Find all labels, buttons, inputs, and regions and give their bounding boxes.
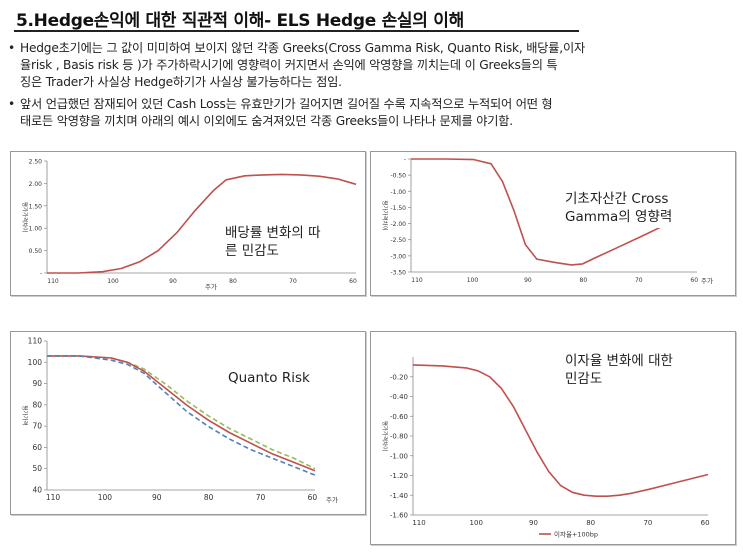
slide-title: 5.Hedge손익에 대한 직관적 이해- ELS Hedge 손실의 이해	[16, 11, 464, 31]
chart-panel-interest: -0.20 -0.40 -0.60 -0.80 -1.00 -1.20 -1.40 -1.60…	[370, 331, 736, 545]
x-tick-label: 100	[470, 519, 483, 527]
x-tick-label: 100	[98, 493, 113, 502]
bullet-line: Hedge초기에는 그 값이 미미하여 보이지 않던 각종 Greeks(Cro…	[20, 41, 585, 55]
y-axis-label: 평가가격차이	[381, 421, 389, 451]
x-tick-label: 80	[204, 493, 214, 502]
x-tick-label: 80	[586, 519, 595, 527]
y-tick-label: 80	[32, 400, 42, 409]
y-tick-label: -1.60	[390, 512, 408, 520]
x-tick-label: 110	[412, 519, 425, 527]
x-tick-label: 60	[308, 493, 318, 502]
chart-callout: Quanto Risk	[224, 367, 314, 389]
x-tick-label: 110	[411, 277, 423, 284]
y-tick-label: 90	[32, 379, 42, 388]
x-tick-label: 90	[529, 519, 538, 527]
x-tick-label: 80	[229, 278, 237, 285]
cross-gamma-chart: - -0.50 -1.00 -1.50 -2.00 -2.50 -3.00 -3.50 110 1…	[381, 157, 713, 286]
quanto-risk-chart: 110 100 90 80 70 60 50 40 110 100 90 80 70 60 주가 평가가격	[21, 337, 338, 505]
y-tick-label: 2.50	[29, 159, 43, 166]
callout-line: 이자율 변화에 대한	[565, 353, 673, 369]
y-tick-label: -	[40, 271, 42, 278]
x-tick-label: 70	[643, 519, 652, 527]
bullet-marker: •	[8, 41, 15, 55]
title-underline	[14, 30, 579, 32]
series-line	[47, 173, 357, 274]
bullet-cash-loss: • 앞서 언급했던 잠재되어 있던 Cash Loss는 유효만기가 길어지면 …	[8, 96, 736, 130]
y-tick-label: -1.00	[390, 452, 408, 460]
chart-callout: 배당률 변화의 따 른 민감도	[221, 222, 325, 262]
x-tick-label: 110	[46, 493, 61, 502]
legend-label: 이자율+100bp	[554, 530, 598, 539]
y-tick-label: -2.00	[390, 221, 406, 228]
y-tick-label: -3.50	[390, 270, 406, 277]
callout-line: Gamma의 영향력	[565, 209, 673, 225]
dividend-sensitivity-chart: 2.50 2.00 1.50 1.00 0.50 -110 100 90 80 70 60 주가 평가가…	[21, 159, 357, 292]
y-tick-label: 50	[32, 464, 42, 473]
x-tick-label: 70	[289, 278, 297, 285]
bullet-line: 징은 Trader가 사실상 Hedge하기가 사실상 불가능하다는 점임.	[20, 75, 342, 89]
y-tick-label: -1.20	[390, 472, 408, 480]
x-tick-label: 110	[47, 278, 59, 285]
chart-panel-quanto: 110 100 90 80 70 60 50 40 110 100 90 80 70 60 주가 평가가격 Q…	[10, 331, 366, 515]
bullet-line: 앞서 언급했던 잠재되어 있던 Cash Loss는 유효만기가 길어지면 길어…	[20, 97, 553, 111]
x-tick-label: 70	[256, 493, 266, 502]
y-tick-label: 110	[28, 337, 43, 346]
bullet-greeks: • Hedge초기에는 그 값이 미미하여 보이지 않던 각종 Greeks(C…	[8, 40, 736, 91]
x-tick-label: 90	[169, 278, 177, 285]
x-axis-label: 주가	[701, 276, 713, 285]
y-tick-label: -0.80	[390, 433, 408, 441]
y-axis-label: 평가가격	[21, 405, 29, 425]
y-tick-label: -	[404, 157, 406, 164]
callout-line: 른 민감도	[225, 243, 279, 259]
x-tick-label: 90	[152, 493, 162, 502]
x-tick-label: 60	[701, 519, 710, 527]
y-tick-label: 70	[32, 422, 42, 431]
series-line	[412, 364, 709, 497]
y-axis-label: 평가가격차이	[381, 200, 389, 230]
y-tick-label: 2.00	[29, 181, 43, 188]
y-tick-label: 1.50	[29, 203, 43, 210]
x-tick-label: 60	[349, 278, 357, 285]
y-tick-label: -0.20	[390, 373, 408, 381]
x-axis-label: 주가	[205, 282, 217, 291]
chart-callout: 이자율 변화에 대한 민감도	[561, 350, 677, 390]
x-tick-label: 60	[690, 277, 698, 284]
series-line	[411, 158, 664, 266]
callout-line: 기초자산간 Cross	[565, 191, 669, 207]
y-tick-label: 40	[32, 486, 42, 495]
y-tick-label: -0.60	[390, 413, 408, 421]
y-tick-label: 0.50	[29, 248, 43, 255]
x-tick-label: 100	[467, 277, 479, 284]
series-line	[47, 355, 316, 476]
y-tick-label: -0.50	[390, 173, 406, 180]
bullet-line: 태로든 악영향을 끼치며 아래의 예시 이외에도 숨겨져있던 각종 Greeks…	[20, 114, 513, 128]
y-tick-label: 60	[32, 443, 42, 452]
x-tick-label: 80	[580, 277, 588, 284]
y-tick-label: -1.40	[390, 492, 408, 500]
callout-line: Quanto Risk	[228, 370, 310, 386]
x-tick-label: 90	[524, 277, 532, 284]
y-tick-label: 1.00	[29, 226, 43, 233]
y-tick-label: -3.00	[390, 253, 406, 260]
callout-line: 민감도	[565, 371, 603, 387]
y-tick-label: -2.50	[390, 237, 406, 244]
chart-panel-cross-gamma: - -0.50 -1.00 -1.50 -2.00 -2.50 -3.00 -3.50 110 1…	[370, 151, 736, 296]
x-tick-label: 100	[107, 278, 119, 285]
chart-callout: 기초자산간 Cross Gamma의 영향력	[561, 188, 677, 228]
interest-sensitivity-chart: -0.20 -0.40 -0.60 -0.80 -1.00 -1.20 -1.40 -1.60…	[381, 357, 710, 539]
x-tick-label: 70	[635, 277, 643, 284]
y-tick-label: -0.40	[390, 393, 408, 401]
series-line	[47, 355, 316, 472]
y-tick-label: -1.50	[390, 205, 406, 212]
chart-panel-dividend: 2.50 2.00 1.50 1.00 0.50 -110 100 90 80 70 60 주가 평가가…	[10, 151, 366, 296]
y-tick-label: 100	[28, 358, 43, 367]
x-axis-label: 주가	[326, 495, 338, 504]
y-axis-label: 평가가격차이	[21, 202, 29, 232]
bullet-line: 율risk , Basis risk 등 )가 주가하락시기에 영향력이 커지면…	[20, 58, 558, 72]
bullet-marker: •	[8, 97, 15, 111]
y-tick-label: -1.00	[390, 189, 406, 196]
callout-line: 배당률 변화의 따	[225, 225, 321, 241]
